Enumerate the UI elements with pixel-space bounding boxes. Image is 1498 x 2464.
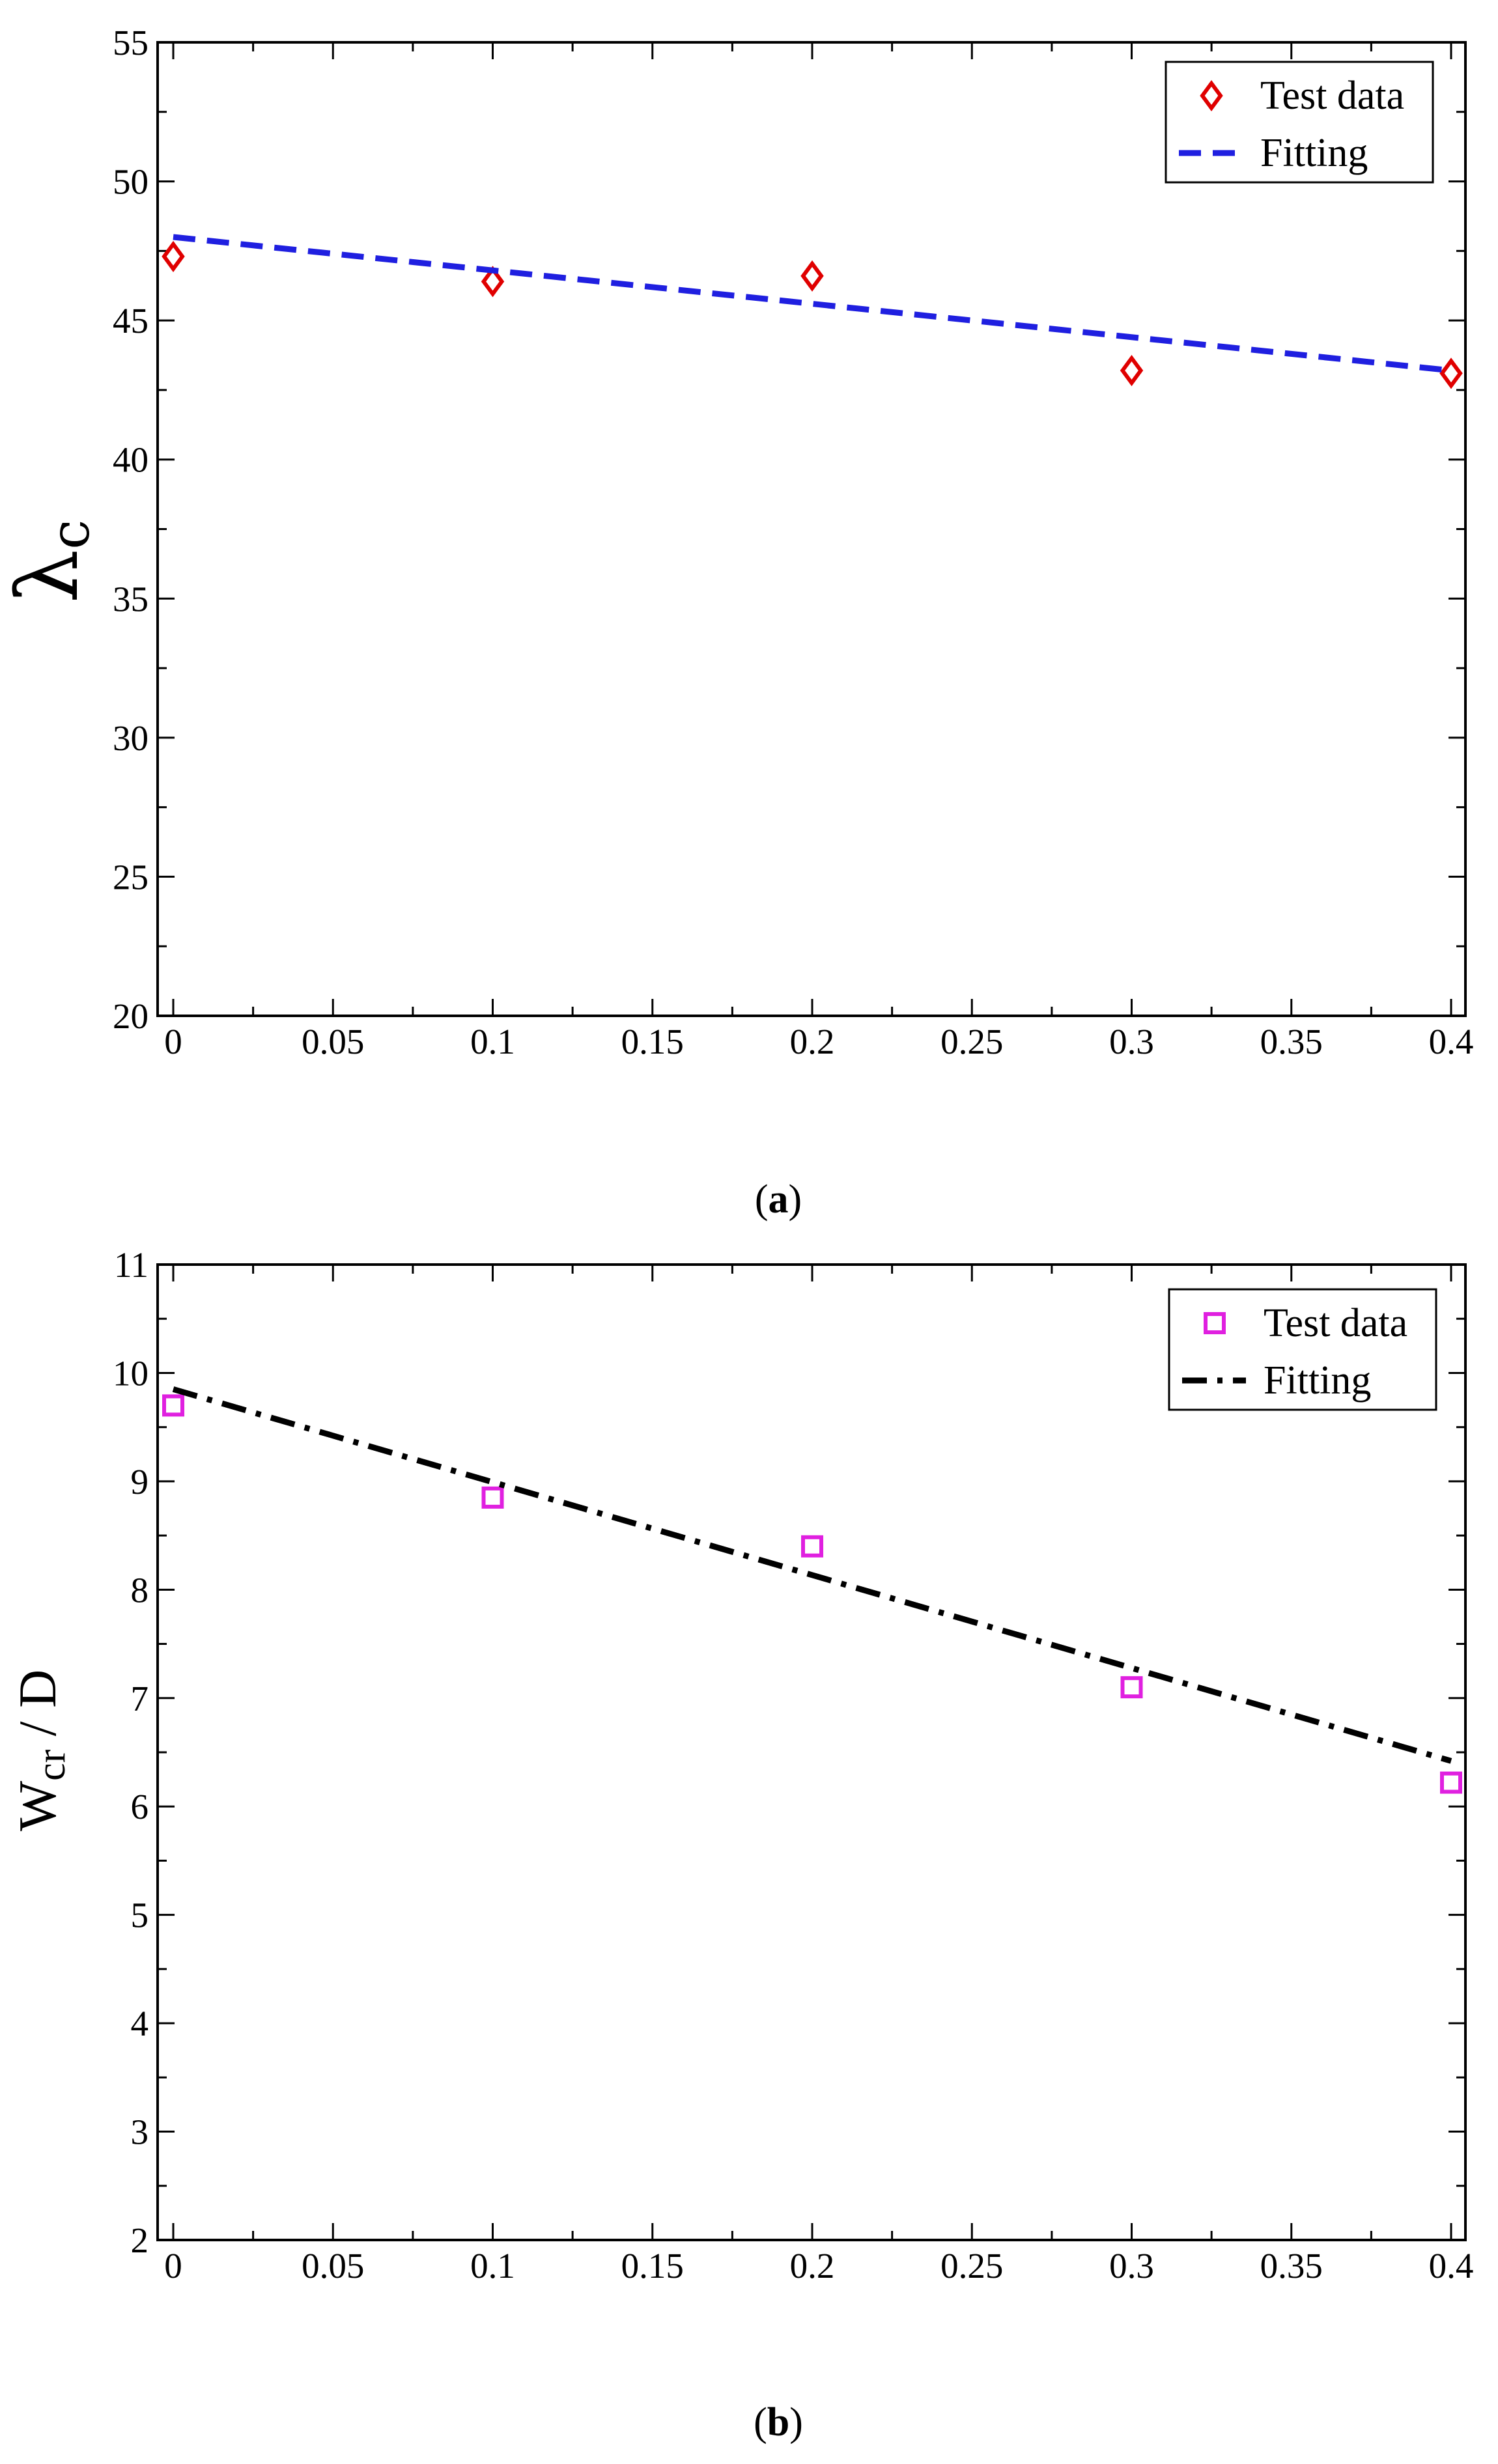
y-axis-label: Wcr / D [8, 1670, 74, 1832]
x-tick-label: 0 [164, 1022, 182, 1061]
data-point [162, 1394, 184, 1417]
y-axis-label-main: λ [0, 550, 97, 603]
x-tick-label: 0.1 [470, 2246, 515, 2286]
y-axis-label: λc [0, 520, 102, 603]
y-tick-label: 20 [113, 996, 148, 1036]
data-point [481, 1486, 504, 1509]
panel-caption: (a) [755, 1177, 802, 1222]
plot-frame [156, 1263, 1467, 2241]
caption-letter: a [769, 1177, 789, 1222]
legend-label: Test data [1260, 74, 1404, 118]
data-point [481, 266, 505, 298]
y-tick-label: 35 [113, 579, 148, 619]
y-axis-label-sub: c [40, 520, 102, 550]
y-tick-label: 40 [113, 440, 148, 480]
x-tick-label: 0.15 [621, 2246, 684, 2286]
chart-panel-a: 0 0.05 0.1 0.15 0.2 0.25 0.3 0.35 0.4 20 25 30 35 40 4… [0, 23, 1473, 1222]
legend: Test data Fitting [1168, 1288, 1437, 1411]
x-tick-label: 0.1 [470, 1022, 515, 1061]
y-axis-label-sub: cr [29, 1749, 74, 1781]
x-tick-label: 0.25 [940, 2246, 1003, 2286]
x-tick-label: 0.15 [621, 1022, 684, 1061]
caption-close: ) [789, 1177, 802, 1222]
y-tick-label: 4 [131, 2004, 149, 2043]
x-tick-label: 0.4 [1429, 1022, 1474, 1061]
x-tick-label: 0.2 [790, 1022, 835, 1061]
data-point [801, 1535, 823, 1558]
data-point [162, 240, 185, 272]
y-tick-label: 9 [131, 1462, 149, 1502]
y-tick-label: 45 [113, 301, 148, 341]
data-point [1120, 354, 1144, 387]
plot-frame [156, 41, 1467, 1017]
y-tick-label: 7 [131, 1679, 149, 1718]
y-tick-label: 11 [114, 1245, 148, 1285]
data-point [800, 260, 824, 292]
x-tick-label: 0.05 [302, 2246, 364, 2286]
y-tick-label: 8 [131, 1570, 149, 1610]
fitting-line [173, 234, 1452, 374]
fitting-line [172, 1386, 1452, 1764]
y-axis-label-rest: / D [8, 1670, 67, 1750]
legend-box [1168, 1288, 1437, 1411]
panel-caption: (b) [754, 2400, 803, 2444]
x-tick-label: 0.35 [1260, 2246, 1323, 2286]
data-point [1440, 1771, 1462, 1794]
caption-letter: b [767, 2400, 789, 2444]
y-tick-label: 6 [131, 1787, 149, 1827]
y-tick-label: 3 [131, 2112, 149, 2152]
x-tick-label: 0.4 [1429, 2246, 1474, 2286]
caption-open: ( [754, 2400, 767, 2444]
legend-marker-swatch [1200, 79, 1223, 112]
y-axis-label-main: W [8, 1780, 67, 1831]
x-tick-label: 0.05 [302, 1022, 364, 1061]
x-tick-label: 0.25 [940, 1022, 1003, 1061]
caption-close: ) [789, 2400, 803, 2444]
chart-panel-b: 0 0.05 0.1 0.15 0.2 0.25 0.3 0.35 0.4 2 3 4 5 6 7 8 9 10 1… [8, 1245, 1473, 2444]
y-tick-label: 55 [113, 23, 148, 63]
legend-label: Test data [1264, 1301, 1407, 1345]
caption-open: ( [755, 1177, 769, 1222]
x-tick-label: 0.35 [1260, 1022, 1323, 1061]
x-tick-label: 0 [164, 2246, 182, 2286]
y-tick-label: 50 [113, 162, 148, 202]
data-point [1120, 1676, 1143, 1699]
legend-label: Fitting [1264, 1358, 1371, 1403]
data-point [1439, 357, 1463, 389]
legend-marker-swatch [1204, 1312, 1226, 1334]
x-tick-label: 0.2 [790, 2246, 835, 2286]
y-tick-label: 5 [131, 1896, 149, 1935]
y-tick-label: 30 [113, 718, 148, 758]
legend: Test data Fitting [1165, 61, 1434, 184]
x-tick-label: 0.3 [1109, 2246, 1154, 2286]
x-tick-label: 0.3 [1109, 1022, 1154, 1061]
y-tick-label: 10 [113, 1353, 148, 1393]
y-tick-label: 2 [131, 2220, 149, 2260]
legend-label: Fitting [1260, 131, 1368, 175]
y-tick-label: 25 [113, 857, 148, 897]
